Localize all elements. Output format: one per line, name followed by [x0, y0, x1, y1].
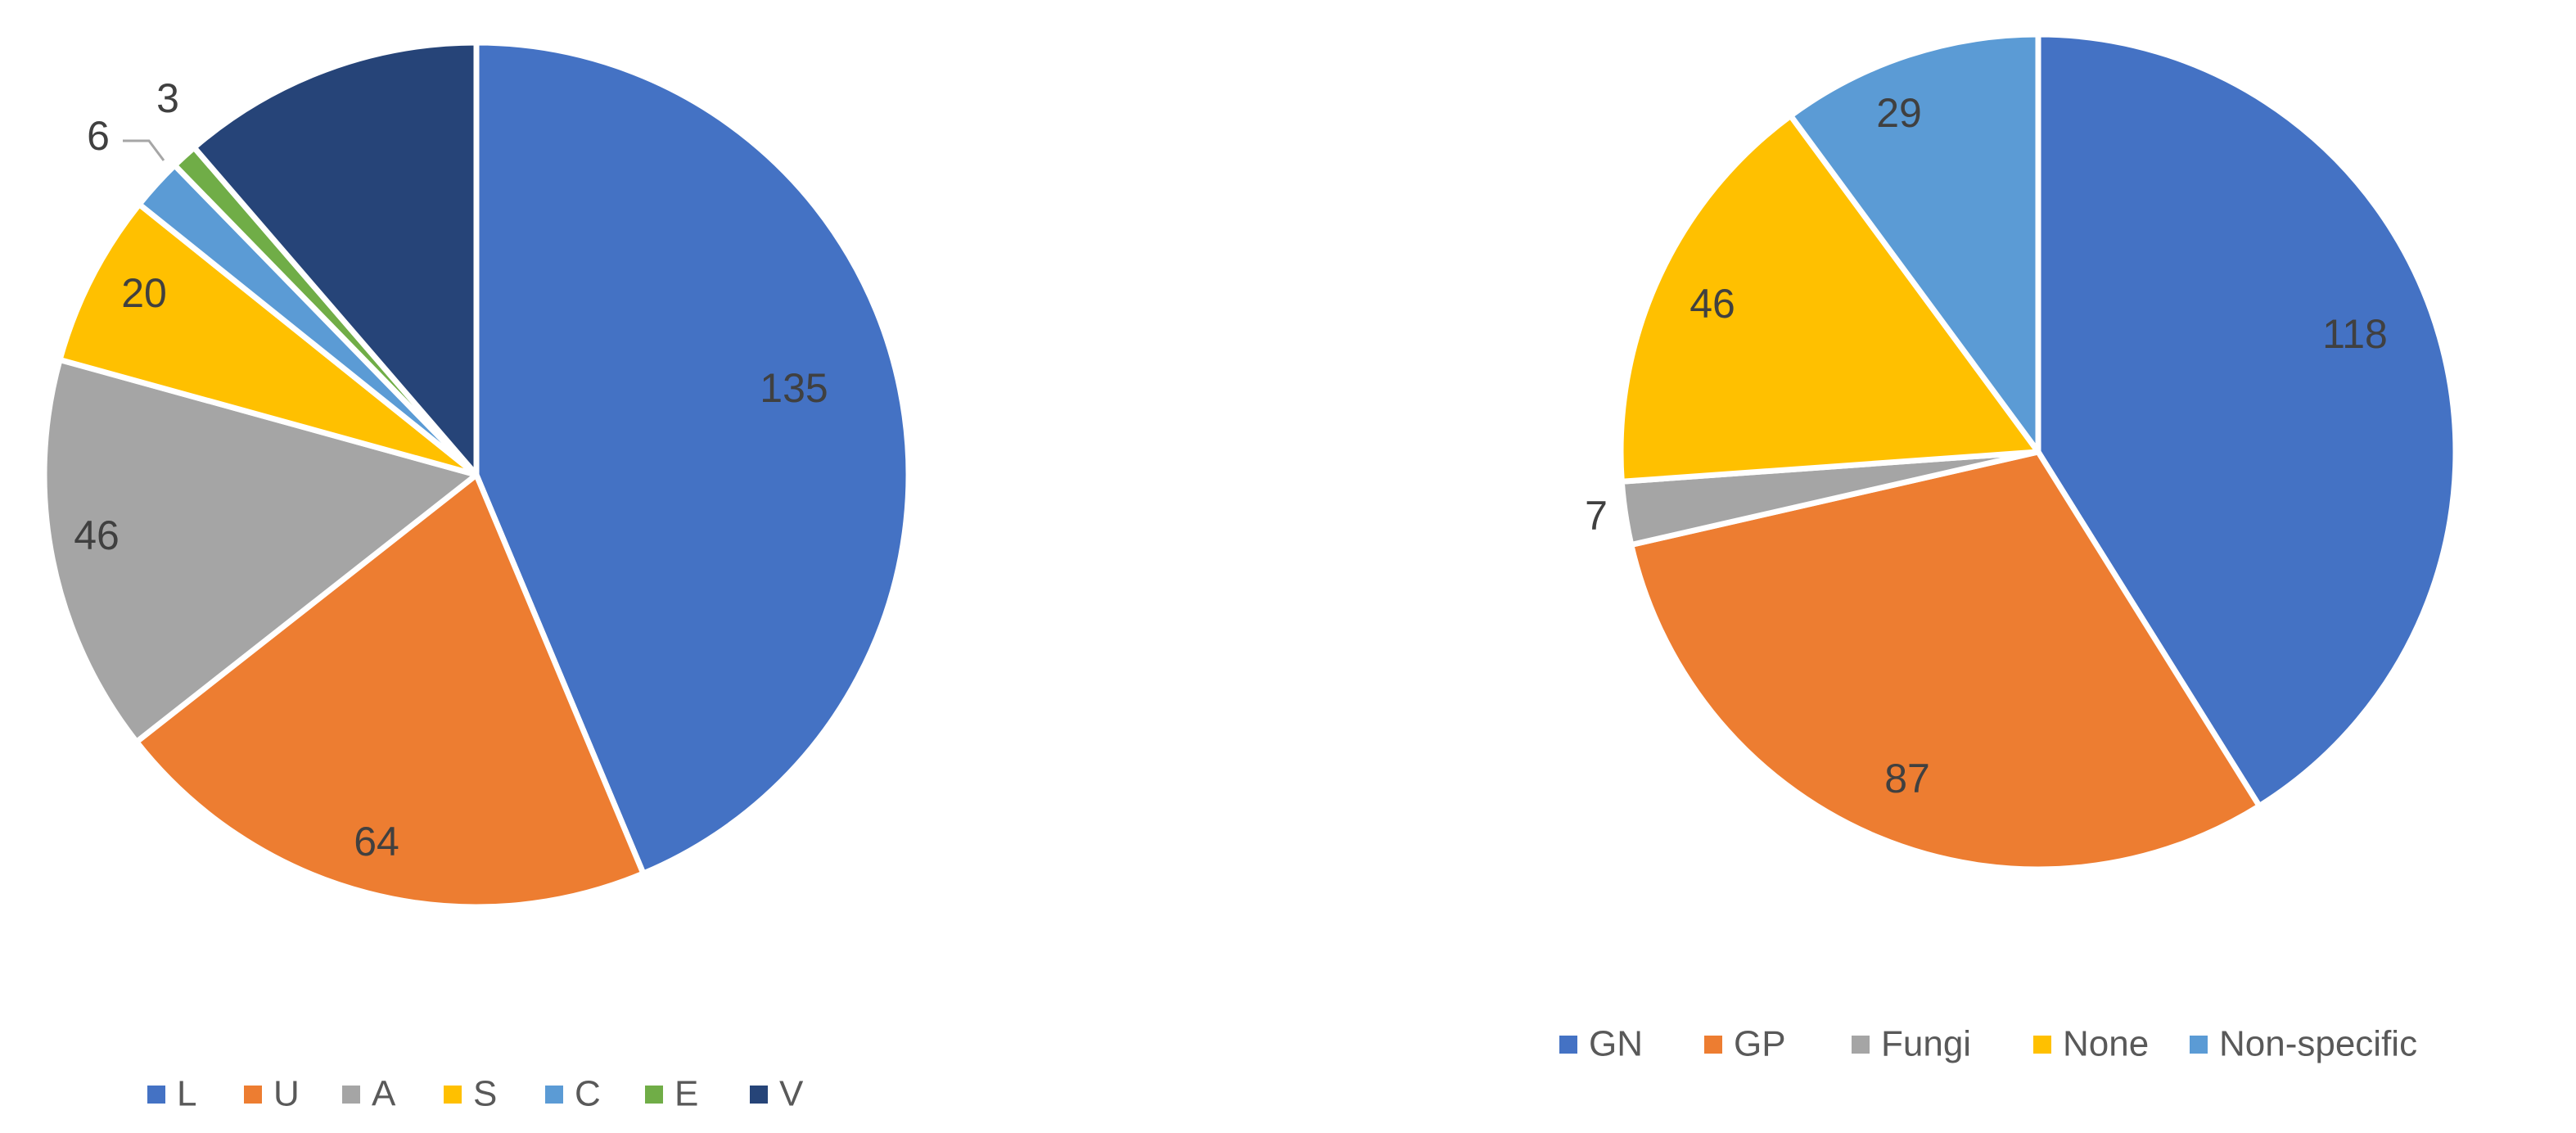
legend-swatch-c — [545, 1086, 563, 1104]
data-label-u: 64 — [354, 819, 399, 864]
legend-item-c: C — [545, 1074, 601, 1114]
legend-right: GN GP Fungi None Non-specific — [1559, 1024, 2417, 1064]
pie-slice-gp — [1628, 449, 2262, 873]
legend-item-gn: GN — [1559, 1024, 1643, 1064]
pie-slice-v — [191, 39, 480, 478]
legend-item-none: None — [2033, 1024, 2149, 1064]
data-label-a: 46 — [74, 512, 120, 558]
data-label-gn: 118 — [2322, 311, 2388, 357]
legend-item-u: U — [244, 1074, 300, 1114]
legend-label-s: S — [473, 1074, 497, 1114]
pie-slice-gn — [2035, 31, 2459, 810]
legend-item-non-specific: Non-specific — [2190, 1024, 2417, 1064]
pie-chart-right: 118 87 7 46 29 — [1585, 31, 2459, 873]
data-label-e: 3 — [156, 75, 179, 121]
data-label-non-specific: 29 — [1876, 90, 1922, 136]
legend-label-v: V — [779, 1074, 804, 1114]
legend-swatch-fungi — [1852, 1036, 1870, 1054]
legend-swatch-u — [244, 1086, 262, 1104]
legend-label-l: L — [177, 1074, 196, 1114]
legend-label-a: A — [372, 1074, 396, 1114]
legend-swatch-v — [750, 1086, 768, 1104]
legend-item-l: L — [147, 1074, 196, 1114]
data-label-s: 20 — [121, 270, 167, 316]
legend-swatch-s — [444, 1086, 462, 1104]
legend-label-e: E — [674, 1074, 698, 1114]
pie-slice-l — [473, 39, 912, 877]
pie-slice-none — [1617, 112, 2041, 485]
legend-item-s: S — [444, 1074, 497, 1114]
legend-swatch-non-specific — [2190, 1036, 2208, 1054]
legend-swatch-e — [645, 1086, 663, 1104]
data-label-none: 46 — [1690, 281, 1735, 327]
pie-slice-non-specific — [1788, 31, 2041, 455]
legend-swatch-l — [147, 1086, 165, 1104]
legend-label-non-specific: Non-specific — [2219, 1024, 2417, 1064]
legend-item-fungi: Fungi — [1852, 1024, 1971, 1064]
legend-swatch-gn — [1559, 1036, 1577, 1054]
legend-label-none: None — [2063, 1024, 2149, 1064]
data-label-gp: 87 — [1884, 756, 1930, 801]
leader-line-c — [123, 139, 165, 161]
legend-label-c: C — [575, 1074, 601, 1114]
legend-swatch-a — [342, 1086, 360, 1104]
legend-label-fungi: Fungi — [1881, 1024, 1971, 1064]
legend-label-gn: GN — [1589, 1024, 1643, 1064]
legend-item-gp: GP — [1704, 1024, 1786, 1064]
data-label-l: 135 — [760, 365, 828, 411]
data-label-fungi: 7 — [1585, 493, 1608, 539]
pie-slice-u — [133, 472, 647, 910]
data-label-c: 6 — [87, 113, 110, 159]
legend-swatch-none — [2033, 1036, 2051, 1054]
pie-slice-s — [56, 201, 480, 478]
legend-label-gp: GP — [1734, 1024, 1786, 1064]
legend-label-u: U — [273, 1074, 300, 1114]
legend-item-v: V — [750, 1074, 804, 1114]
pie-slice-a — [41, 356, 480, 745]
legend-item-a: A — [342, 1074, 396, 1114]
legend-item-e: E — [645, 1074, 698, 1114]
pie-chart-left: 135 64 46 20 63 — [41, 39, 912, 910]
legend-swatch-gp — [1704, 1036, 1722, 1054]
